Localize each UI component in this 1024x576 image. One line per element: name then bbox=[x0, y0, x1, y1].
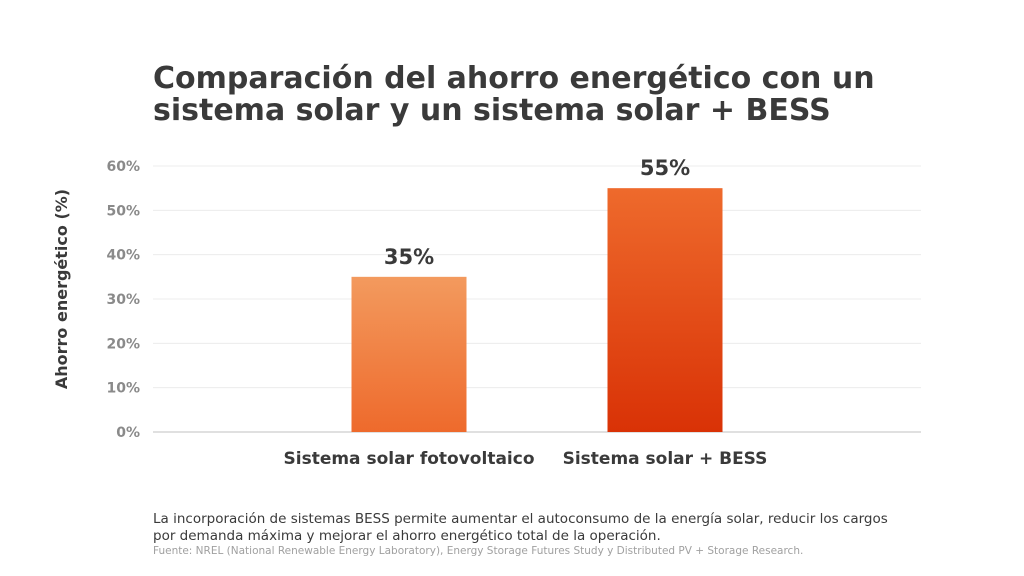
bar-1 bbox=[351, 276, 467, 432]
y-tick-label: 10% bbox=[106, 381, 140, 397]
grid-lines bbox=[153, 165, 921, 433]
y-tick-label: 20% bbox=[106, 336, 140, 352]
y-tick-label: 60% bbox=[106, 159, 140, 175]
y-axis-label: Ahorro energético (%) bbox=[52, 189, 71, 389]
data-labels: 35% 55% bbox=[384, 156, 690, 269]
x-axis-ticks: Sistema solar fotovoltaico Sistema solar … bbox=[284, 449, 768, 469]
footer-note: La incorporación de sistemas BESS permit… bbox=[153, 511, 888, 544]
x-tick-label-1: Sistema solar fotovoltaico bbox=[284, 449, 535, 469]
chart-title: Comparación del ahorro energético con un… bbox=[153, 61, 875, 128]
bar-2 bbox=[607, 188, 723, 432]
y-axis-ticks: 0% 10% 20% 30% 40% 50% 60% bbox=[106, 159, 140, 441]
footer-source: Fuente: NREL (National Renewable Energy … bbox=[153, 545, 804, 557]
x-tick-label-2: Sistema solar + BESS bbox=[563, 449, 768, 469]
data-label-2: 55% bbox=[640, 156, 690, 180]
y-tick-label: 40% bbox=[106, 248, 140, 264]
data-label-1: 35% bbox=[384, 245, 434, 269]
bars bbox=[351, 188, 723, 432]
y-tick-label: 30% bbox=[106, 292, 140, 308]
y-tick-label: 0% bbox=[116, 425, 140, 441]
y-tick-label: 50% bbox=[106, 203, 140, 219]
